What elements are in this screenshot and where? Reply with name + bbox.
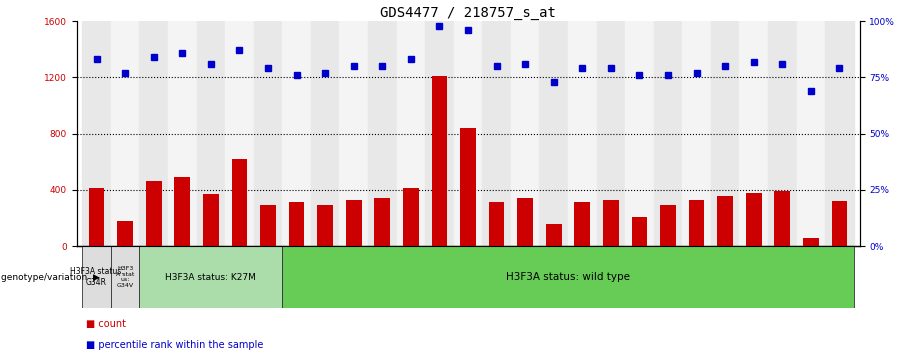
Bar [203, 194, 219, 246]
Bar [539, 21, 568, 246]
Text: H3F3A status: K27M: H3F3A status: K27M [166, 273, 256, 281]
Bar [796, 21, 825, 246]
FancyBboxPatch shape [140, 246, 283, 308]
Bar [310, 21, 339, 246]
Bar [711, 21, 740, 246]
Bar [397, 21, 425, 246]
Bar [454, 21, 482, 246]
Bar [111, 21, 140, 246]
Bar [746, 193, 761, 246]
Title: GDS4477 / 218757_s_at: GDS4477 / 218757_s_at [380, 6, 556, 20]
Bar [803, 238, 819, 246]
Text: ■ percentile rank within the sample: ■ percentile rank within the sample [86, 340, 263, 350]
Bar [403, 188, 418, 246]
Bar [717, 196, 733, 246]
Bar [425, 21, 454, 246]
Bar [518, 198, 533, 246]
Bar [231, 159, 248, 246]
Bar [225, 21, 254, 246]
Bar [597, 21, 626, 246]
Bar [832, 201, 848, 246]
FancyBboxPatch shape [111, 246, 140, 308]
Bar [661, 205, 676, 246]
Bar [289, 202, 304, 246]
Bar [489, 202, 504, 246]
Bar [146, 181, 161, 246]
Text: genotype/variation  ▶: genotype/variation ▶ [1, 273, 100, 281]
Bar [632, 217, 647, 246]
Bar [768, 21, 796, 246]
Bar [140, 21, 168, 246]
Bar [368, 21, 397, 246]
Bar [196, 21, 225, 246]
FancyBboxPatch shape [82, 246, 111, 308]
Bar [574, 202, 590, 246]
Text: H3F3A status:
G34R: H3F3A status: G34R [69, 267, 123, 287]
Bar [825, 21, 854, 246]
Bar [568, 21, 597, 246]
Bar [603, 200, 618, 246]
Bar [682, 21, 711, 246]
Bar [260, 205, 275, 246]
Text: H3F3A status: wild type: H3F3A status: wild type [506, 272, 630, 282]
Bar [374, 198, 390, 246]
Bar [175, 177, 190, 246]
Bar [117, 222, 133, 246]
Bar [511, 21, 539, 246]
Bar [88, 188, 104, 246]
Bar [432, 76, 447, 246]
Bar [254, 21, 283, 246]
Bar [460, 128, 476, 246]
Bar [626, 21, 653, 246]
Bar [346, 200, 362, 246]
Bar [688, 200, 705, 246]
Bar [168, 21, 196, 246]
Bar [82, 21, 111, 246]
FancyBboxPatch shape [283, 246, 854, 308]
Bar [318, 205, 333, 246]
Bar [653, 21, 682, 246]
Bar [339, 21, 368, 246]
Bar [740, 21, 768, 246]
Bar [546, 224, 562, 246]
Text: ■ count: ■ count [86, 319, 125, 329]
Text: H3F3
A stat
us:
G34V: H3F3 A stat us: G34V [116, 266, 134, 288]
Bar [283, 21, 310, 246]
Bar [482, 21, 511, 246]
Bar [775, 191, 790, 246]
